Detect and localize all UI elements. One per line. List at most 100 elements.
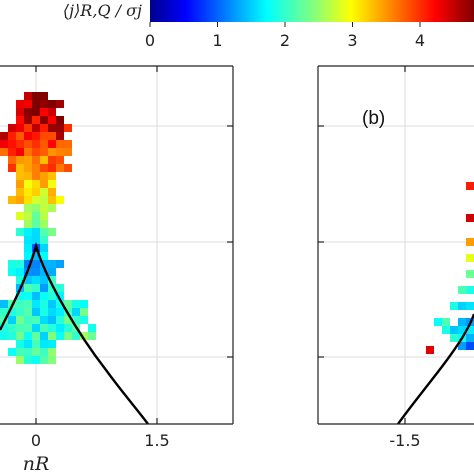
panel-a-xtick-1: 1.5 [144,431,169,450]
heatmap-cell [458,342,466,350]
panel-a-axes [0,65,234,425]
heatmap-cell [48,268,56,276]
heatmap-cell [48,116,56,124]
heatmap-cell [88,332,96,340]
heatmap-cell [40,156,48,164]
heatmap-cell [56,148,64,156]
heatmap-cell [466,182,474,190]
heatmap-cell [40,356,48,364]
heatmap-cell [24,356,32,364]
heatmap-cell [24,180,32,188]
heatmap-cell [24,148,32,156]
heatmap-cell [24,204,32,212]
heatmap-cell [16,116,24,124]
heatmap-cell [0,300,8,308]
heatmap-cell [48,148,56,156]
heatmap-cell [48,124,56,132]
heatmap-cell [466,270,474,278]
colorbar-tick-label: 0 [145,31,155,50]
heatmap-cell [88,324,96,332]
heatmap-cell [40,212,48,220]
heatmap-cell [24,156,32,164]
heatmap-cell [48,308,56,316]
heatmap-cell [40,148,48,156]
heatmap-cell [24,164,32,172]
heatmap-cell [0,324,8,332]
panel-b-axes [317,65,474,425]
colorbar-gradient [150,0,474,22]
heatmap-cell [40,340,48,348]
heatmap-cell [40,292,48,300]
panel-a-xlabel: nR [23,453,50,474]
heatmap-cell [48,316,56,324]
heatmap-cell [48,108,56,116]
heatmap-cell [32,268,40,276]
heatmap-cell [64,164,72,172]
heatmap-cell [64,324,72,332]
heatmap-cell [40,252,48,260]
heatmap-cell [16,324,24,332]
panel-b-boundary-curve [397,313,474,424]
heatmap-cell [32,156,40,164]
heatmap-cell [16,180,24,188]
heatmap-cell [24,292,32,300]
heatmap-cell [48,196,56,204]
heatmap-cell [24,172,32,180]
heatmap-cell [450,326,458,334]
panel-a-boundary-curve [0,241,149,424]
heatmap-cell [8,132,16,140]
heatmap-cell [56,140,64,148]
heatmap-cell [16,340,24,348]
heatmap-cell [40,332,48,340]
heatmap-cell [72,300,80,308]
heatmap-cell [32,180,40,188]
heatmap-cell [32,116,40,124]
heatmap-cell [56,196,64,204]
heatmap-cell [466,286,474,294]
heatmap-cell [64,148,72,156]
heatmap-cell [24,108,32,116]
heatmap-cell [16,268,24,276]
heatmap-cell [24,260,32,268]
heatmap-cell [0,140,8,148]
heatmap-cell [450,334,458,342]
heatmap-cell [24,324,32,332]
heatmap-cell [32,204,40,212]
heatmap-cell [442,318,450,326]
colorbar-tick-label: 2 [280,31,290,50]
heatmap-cell [56,100,64,108]
heatmap-cell [56,284,64,292]
heatmap-cell [32,188,40,196]
heatmap-cell [24,140,32,148]
heatmap-cell [48,156,56,164]
heatmap-cell [32,300,40,308]
heatmap-cell [24,116,32,124]
panel-b-grid [318,66,474,424]
heatmap-cell [48,260,56,268]
heatmap-cell [40,188,48,196]
heatmap-cell [8,140,16,148]
heatmap-cell [458,326,466,334]
heatmap-cell [56,132,64,140]
heatmap-cell [64,316,72,324]
heatmap-cell [32,228,40,236]
heatmap-cell [32,284,40,292]
heatmap-cell [48,356,56,364]
heatmap-cell [40,276,48,284]
heatmap-cell [32,124,40,132]
heatmap-cell [32,308,40,316]
heatmap-cell [48,332,56,340]
heatmap-cell [40,116,48,124]
colorbar: ⟨j⟩R,Q / σj 0 1 2 3 4 [63,0,474,50]
heatmap-cell [8,196,16,204]
heatmap-cell [40,324,48,332]
heatmap-cell [24,196,32,204]
heatmap-cell [24,348,32,356]
heatmap-cell [16,292,24,300]
heatmap-cell [40,260,48,268]
heatmap-cell [24,300,32,308]
heatmap-cell [48,100,56,108]
heatmap-cell [442,326,450,334]
heatmap-cell [32,332,40,340]
